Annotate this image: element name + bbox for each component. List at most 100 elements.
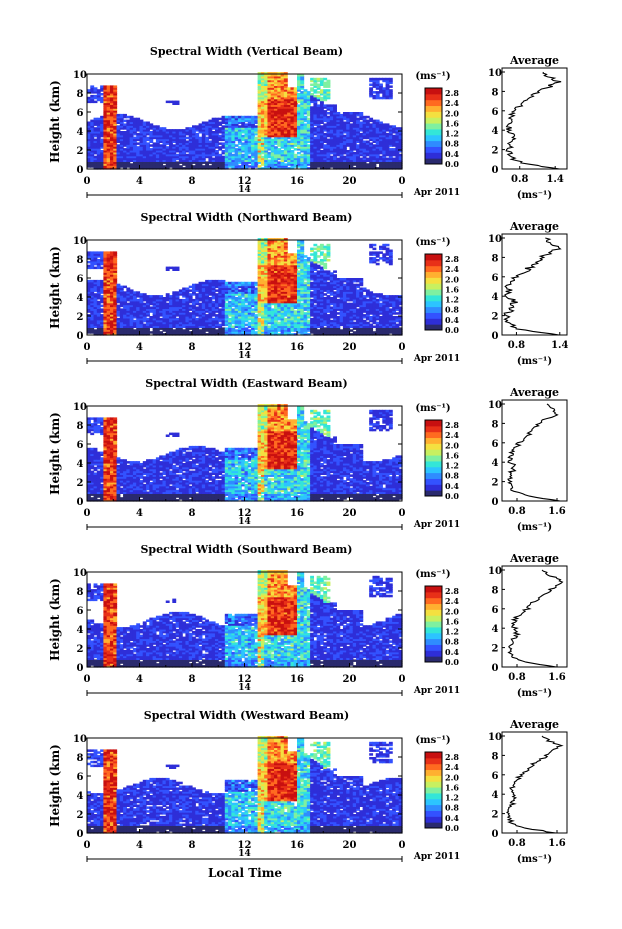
- heatmap-cell: [264, 91, 269, 94]
- heatmap-cell: [106, 312, 111, 315]
- heatmap-cell: [103, 110, 108, 113]
- heatmap-cell: [244, 144, 249, 147]
- heatmap-cell: [152, 321, 157, 325]
- heatmap-cell: [188, 134, 193, 138]
- heatmap-cell: [159, 304, 164, 308]
- heatmap-cell: [290, 155, 295, 159]
- heatmap-cell: [251, 119, 255, 123]
- heatmap-cell: [260, 121, 265, 124]
- heatmap-cell: [274, 89, 278, 92]
- heatmap-cell: [136, 325, 141, 328]
- heatmap-cell: [208, 131, 213, 134]
- heatmap-cell: [93, 321, 98, 325]
- heatmap-cell: [326, 165, 331, 168]
- heatmap-cell: [316, 96, 321, 100]
- heatmap-cell: [241, 159, 246, 162]
- heatmap-cell: [244, 319, 249, 323]
- heatmap-cell: [257, 155, 262, 159]
- heatmap-cell: [329, 144, 334, 147]
- heatmap-cell: [192, 127, 196, 130]
- heatmap-cell: [372, 157, 377, 161]
- heatmap-cell: [228, 314, 232, 317]
- heatmap-cell: [372, 151, 377, 155]
- heatmap-cell: [303, 161, 308, 164]
- heatmap-cell: [106, 287, 111, 290]
- heatmap-cell: [277, 132, 282, 136]
- heatmap-cell: [323, 81, 328, 85]
- heatmap-cell: [159, 153, 164, 157]
- heatmap-cell: [339, 119, 344, 123]
- heatmap-cell: [103, 94, 108, 98]
- heatmap-cell: [211, 281, 216, 285]
- heatmap-cell: [277, 87, 282, 90]
- heatmap-cell: [211, 285, 216, 289]
- heatmap-cell: [113, 132, 118, 136]
- colorbar-tick-label: 2.0: [445, 108, 459, 118]
- heatmap-cell: [234, 300, 239, 304]
- heatmap-cell: [369, 129, 374, 132]
- heatmap-cell: [96, 132, 101, 136]
- heatmap-cell: [306, 125, 311, 128]
- heatmap-cell: [362, 159, 367, 162]
- heatmap-cell: [283, 146, 288, 149]
- heatmap-cell: [165, 150, 170, 153]
- heatmap-cell: [359, 136, 364, 140]
- heatmap-cell: [267, 117, 272, 121]
- heatmap-cell: [283, 89, 288, 92]
- heatmap-cell: [257, 108, 262, 111]
- heatmap-cell: [352, 125, 357, 128]
- heatmap-cell: [297, 77, 301, 81]
- heatmap-cell: [205, 298, 210, 302]
- heatmap-cell: [109, 89, 114, 92]
- heatmap-cell: [139, 295, 144, 298]
- heatmap-cell: [231, 131, 236, 134]
- heatmap-cell: [208, 165, 213, 168]
- heatmap-cell: [142, 148, 147, 151]
- heatmap-cell: [359, 125, 364, 128]
- heatmap-cell: [93, 298, 98, 302]
- heatmap-cell: [382, 140, 387, 143]
- heatmap-cell: [231, 316, 236, 319]
- heatmap-cell: [214, 316, 219, 319]
- heatmap-cell: [90, 96, 95, 100]
- heatmap-cell: [109, 333, 114, 336]
- heatmap-cell: [323, 155, 328, 159]
- heatmap-cell: [90, 129, 95, 132]
- heatmap-cell: [146, 136, 150, 140]
- heatmap-cell: [280, 155, 285, 159]
- heatmap-cell: [356, 161, 360, 164]
- heatmap-cell: [182, 140, 187, 143]
- heatmap-cell: [352, 151, 357, 155]
- heatmap-cell: [129, 327, 134, 330]
- heatmap-cell: [172, 132, 177, 136]
- heatmap-cell: [90, 144, 95, 147]
- heatmap-cell: [152, 297, 157, 300]
- heatmap-cell: [195, 136, 200, 140]
- heatmap-cell: [106, 115, 111, 119]
- heatmap-cell: [155, 312, 160, 315]
- heatmap-cell: [356, 127, 360, 130]
- heatmap-cell: [208, 317, 213, 321]
- heatmap-cell: [267, 93, 272, 96]
- heatmap-cell: [109, 155, 114, 159]
- heatmap-cell: [159, 327, 164, 330]
- heatmap-cell: [293, 113, 298, 117]
- heatmap-cell: [106, 159, 111, 162]
- heatmap-cell: [185, 150, 190, 153]
- heatmap-cell: [198, 136, 203, 140]
- heatmap-cell: [198, 148, 203, 151]
- heatmap-cell: [162, 302, 167, 306]
- heatmap-cell: [93, 304, 98, 308]
- heatmap-cell: [165, 161, 170, 164]
- heatmap-cell: [93, 253, 98, 256]
- heatmap-cell: [333, 121, 337, 124]
- heatmap-cell: [172, 298, 177, 302]
- heatmap-cell: [385, 146, 390, 149]
- heatmap-cell: [146, 153, 150, 157]
- heatmap-cell: [221, 125, 226, 128]
- heatmap-cell: [218, 283, 223, 287]
- heatmap-cell: [146, 131, 150, 134]
- heatmap-cell: [326, 89, 331, 92]
- heatmap-cell: [109, 270, 114, 273]
- heatmap-cell: [231, 325, 236, 328]
